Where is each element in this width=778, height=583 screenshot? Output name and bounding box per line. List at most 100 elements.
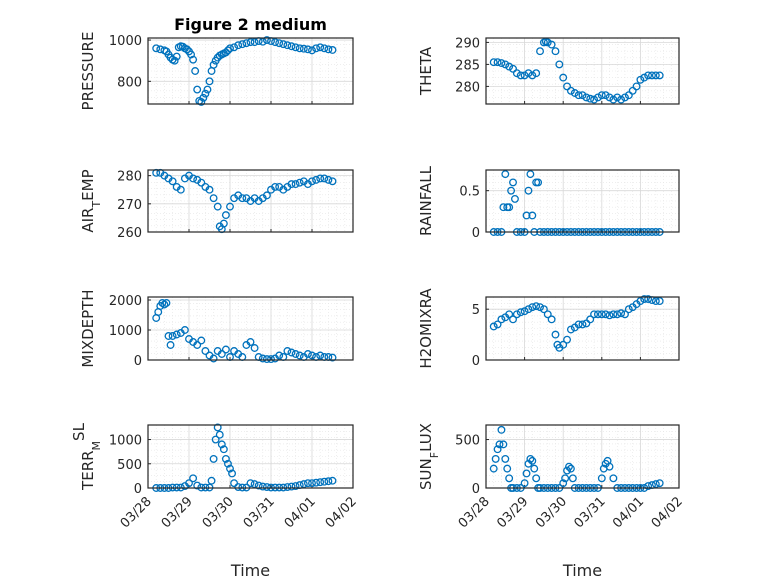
- y-axis-label: SUNFLUX: [417, 423, 441, 490]
- subplot-3: 260 270 280 AIRTEMP: [79, 168, 354, 241]
- x-tick-label: 03/31: [572, 494, 609, 531]
- data-point: [193, 341, 202, 349]
- data-point: [223, 459, 232, 468]
- data-point: [303, 350, 312, 358]
- data-point: [555, 60, 564, 69]
- data-point: [516, 308, 525, 317]
- data-point: [636, 75, 645, 84]
- data-point: [262, 191, 271, 200]
- data-point: [182, 45, 191, 54]
- data-point: [328, 476, 337, 485]
- data-point: [497, 315, 506, 324]
- axes-box: [147, 424, 354, 489]
- data-point: [303, 45, 312, 54]
- y-tick-label: 1000: [109, 34, 142, 49]
- data-point: [511, 194, 519, 203]
- data-point: [291, 482, 300, 491]
- data-point: [271, 182, 280, 191]
- y-axis-label: TERRMSL: [70, 422, 103, 491]
- data-point: [258, 482, 267, 491]
- data-point: [217, 350, 226, 358]
- subplot-2: 280 285 290 THETA: [417, 36, 680, 105]
- data-point: [605, 462, 614, 471]
- y-tick-label: 280: [455, 80, 480, 95]
- data-point: [258, 354, 267, 363]
- subplot-8: 0 500 SUNFLUX 03/28 03/29 03/30 03/31 04/01 04/0…: [417, 423, 686, 580]
- data-point: [230, 43, 239, 52]
- subplot-7: 0 500 1000 TERRMSL 03/28 03/29 03/30 03/31 04/01…: [70, 422, 360, 580]
- y-tick-label: 500: [455, 434, 480, 449]
- data-point: [262, 36, 271, 45]
- data-point: [543, 310, 552, 319]
- y-tick-label: 0: [134, 482, 142, 497]
- data-point: [489, 322, 498, 331]
- data-point: [543, 38, 552, 47]
- data-point: [528, 303, 537, 312]
- data-point: [651, 297, 660, 306]
- data-point: [205, 185, 214, 194]
- subplot-6: 0 5 H2OMIXRA: [417, 288, 680, 369]
- y-tick-label: 270: [117, 198, 142, 213]
- data-point: [509, 64, 517, 73]
- data-point: [505, 474, 514, 483]
- data-point: [493, 320, 502, 329]
- data-point: [609, 474, 618, 483]
- data-point: [565, 462, 573, 471]
- data-point: [170, 56, 179, 65]
- data-point: [582, 93, 591, 102]
- data-point: [238, 40, 247, 49]
- data-point: [655, 479, 664, 488]
- data-point: [262, 483, 271, 491]
- data-point: [193, 85, 202, 94]
- data-point: [172, 330, 181, 339]
- data-point: [489, 464, 498, 473]
- data-point: [185, 479, 193, 488]
- data-point: [505, 310, 514, 319]
- data-point: [640, 295, 649, 303]
- data-point: [203, 85, 212, 94]
- y-axis-label: AIRTEMP: [79, 169, 103, 232]
- y-tick-label: 290: [455, 36, 480, 51]
- data-point: [221, 48, 230, 57]
- data-point: [308, 479, 316, 488]
- data-point: [324, 45, 333, 54]
- data-point: [547, 315, 556, 324]
- data-point: [217, 440, 226, 449]
- data-point: [505, 203, 514, 212]
- data-point: [505, 62, 514, 71]
- data-point: [566, 325, 575, 334]
- data-point: [271, 38, 280, 47]
- data-point: [621, 310, 629, 319]
- data-point: [601, 310, 610, 319]
- data-point: [275, 39, 284, 48]
- data-point: [246, 38, 255, 47]
- data-point: [528, 456, 537, 465]
- y-axis-label: RAINFALL: [417, 165, 435, 236]
- data-point: [205, 77, 214, 86]
- y-tick-label: 2000: [109, 294, 142, 309]
- data-point: [199, 93, 208, 102]
- data-point: [213, 423, 222, 432]
- y-tick-label: 0: [472, 482, 480, 497]
- data-point: [242, 39, 251, 48]
- data-point: [180, 326, 189, 334]
- data-point: [283, 483, 292, 491]
- y-tick-label: 800: [117, 75, 142, 90]
- data-point: [295, 351, 304, 360]
- y-tick-label: 500: [117, 458, 142, 473]
- y-tick-label: 260: [117, 226, 142, 241]
- data-point: [563, 466, 572, 475]
- data-point: [516, 71, 525, 80]
- data-point: [491, 454, 500, 463]
- data-point: [609, 310, 618, 319]
- data-point: [221, 345, 230, 354]
- data-point: [536, 303, 544, 312]
- data-point: [507, 186, 516, 195]
- data-point: [632, 82, 641, 91]
- data-point: [547, 40, 556, 49]
- data-point: [655, 297, 664, 306]
- subplot-1: 800 1000 PRESSURE Figure 2 medium: [79, 15, 354, 110]
- x-tick-label: 04/01: [610, 494, 647, 531]
- data-point: [246, 479, 255, 488]
- data-point: [230, 479, 239, 488]
